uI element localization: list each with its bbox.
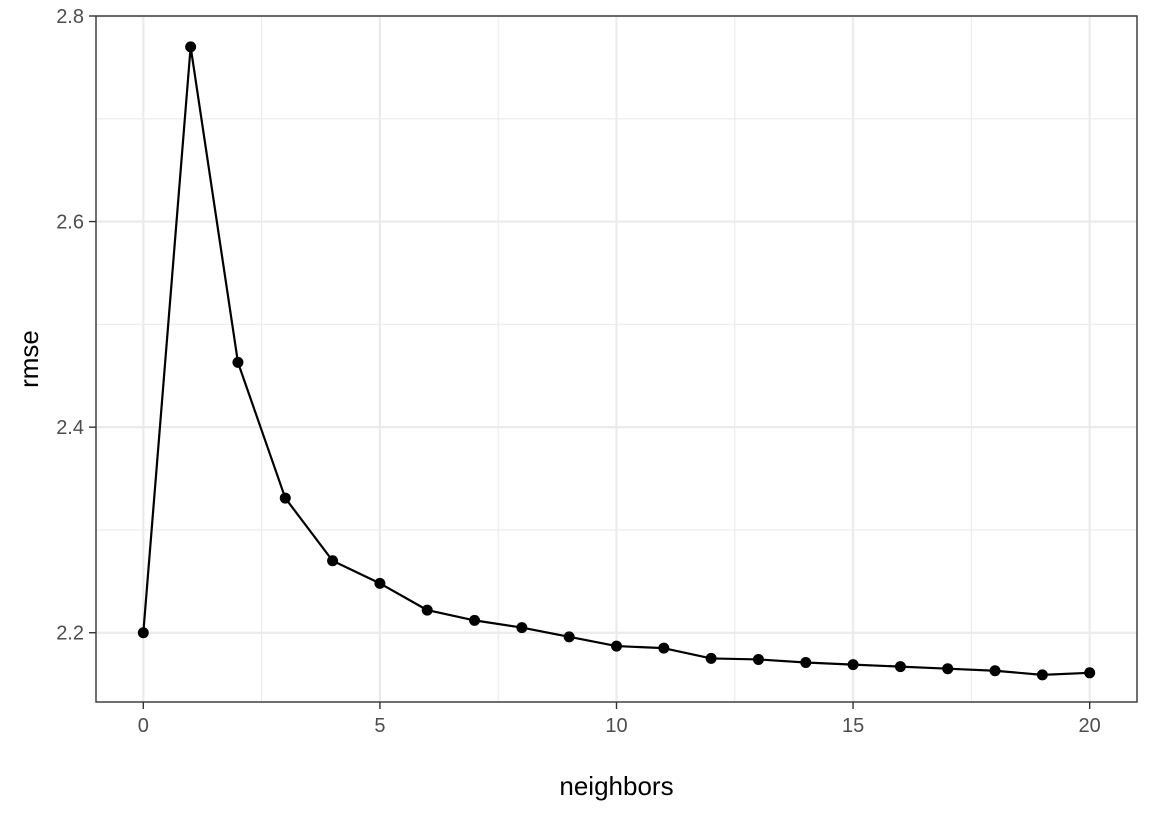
x-tick-label: 0 — [138, 715, 149, 737]
data-point — [563, 631, 575, 643]
data-point — [658, 642, 670, 654]
data-point — [137, 627, 149, 639]
series-layer — [137, 41, 1096, 681]
x-tick-label: 15 — [842, 715, 864, 737]
y-axis-title: rmse — [14, 330, 44, 388]
data-point — [942, 663, 954, 675]
x-tick-label: 10 — [605, 715, 627, 737]
data-point — [232, 356, 244, 368]
data-point — [327, 555, 339, 567]
data-point — [279, 492, 291, 504]
data-point — [516, 622, 528, 634]
data-point — [1036, 669, 1048, 681]
data-point — [800, 657, 812, 669]
data-point — [989, 665, 1001, 677]
y-tick-label: 2.6 — [56, 212, 84, 234]
y-tick-label: 2.2 — [56, 623, 84, 645]
y-axis-tick-labels: 2.2 2.4 2.6 2.8 — [56, 6, 84, 645]
data-point — [185, 41, 197, 53]
major-gridlines — [96, 14, 1137, 702]
x-tick-label: 20 — [1079, 715, 1101, 737]
y-tick-label: 2.8 — [56, 6, 84, 28]
data-point — [705, 652, 717, 664]
y-tick-label: 2.4 — [56, 417, 84, 439]
data-point — [894, 661, 906, 673]
data-point — [421, 604, 433, 616]
x-tick-label: 5 — [374, 715, 385, 737]
x-axis-title: neighbors — [559, 771, 673, 801]
data-point — [469, 614, 481, 626]
data-point — [611, 640, 622, 652]
data-point — [1084, 667, 1096, 679]
data-point — [752, 653, 764, 665]
data-point — [374, 577, 386, 589]
x-axis-tick-labels: 0 5 10 15 20 — [138, 715, 1101, 737]
data-point — [847, 659, 859, 671]
axis-ticks — [89, 15, 1091, 709]
